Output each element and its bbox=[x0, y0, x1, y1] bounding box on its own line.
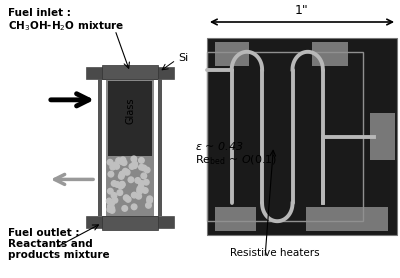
Bar bbox=[86, 67, 174, 79]
Circle shape bbox=[132, 161, 138, 167]
Text: Glass: Glass bbox=[125, 98, 135, 124]
Bar bbox=[214, 42, 249, 66]
Circle shape bbox=[122, 168, 128, 174]
Circle shape bbox=[124, 170, 130, 175]
Circle shape bbox=[107, 160, 113, 165]
Text: Fuel outlet :: Fuel outlet : bbox=[8, 228, 80, 238]
Circle shape bbox=[124, 195, 129, 200]
Circle shape bbox=[122, 206, 128, 211]
Circle shape bbox=[117, 190, 123, 195]
Text: products mixture: products mixture bbox=[8, 250, 110, 260]
Bar bbox=[312, 42, 348, 66]
Circle shape bbox=[110, 164, 116, 170]
Circle shape bbox=[118, 174, 124, 179]
Circle shape bbox=[116, 158, 122, 163]
Circle shape bbox=[120, 182, 125, 187]
Text: Fuel inlet :: Fuel inlet : bbox=[8, 8, 71, 18]
Circle shape bbox=[108, 188, 113, 194]
Bar bbox=[207, 52, 363, 221]
Circle shape bbox=[147, 198, 152, 203]
Circle shape bbox=[120, 157, 126, 163]
Text: Resistive heaters: Resistive heaters bbox=[230, 248, 320, 258]
Text: $\varepsilon$ ~ 0.43: $\varepsilon$ ~ 0.43 bbox=[195, 140, 244, 152]
Circle shape bbox=[111, 181, 117, 186]
Circle shape bbox=[137, 186, 142, 192]
Circle shape bbox=[113, 162, 118, 168]
Bar bbox=[207, 38, 397, 235]
Bar bbox=[370, 113, 395, 160]
Bar bbox=[214, 207, 256, 231]
Circle shape bbox=[119, 182, 124, 188]
Circle shape bbox=[121, 160, 127, 165]
Circle shape bbox=[144, 167, 150, 173]
Circle shape bbox=[146, 203, 151, 208]
Circle shape bbox=[129, 164, 135, 169]
Circle shape bbox=[119, 159, 124, 165]
Circle shape bbox=[125, 197, 131, 202]
Text: Re$_\mathrm{bed}$ ~ $\mathit{O}$(0.1): Re$_\mathrm{bed}$ ~ $\mathit{O}$(0.1) bbox=[195, 153, 277, 167]
Bar bbox=[102, 216, 158, 230]
Circle shape bbox=[147, 196, 152, 202]
Circle shape bbox=[136, 193, 142, 199]
Circle shape bbox=[138, 181, 144, 186]
Circle shape bbox=[108, 203, 113, 209]
Circle shape bbox=[141, 173, 147, 179]
Circle shape bbox=[119, 182, 125, 188]
Circle shape bbox=[108, 171, 114, 177]
Circle shape bbox=[141, 165, 147, 171]
Text: Si: Si bbox=[178, 53, 188, 63]
Circle shape bbox=[111, 193, 117, 198]
Circle shape bbox=[119, 171, 125, 177]
Circle shape bbox=[142, 188, 148, 193]
Bar bbox=[86, 216, 174, 228]
Text: 1": 1" bbox=[295, 4, 309, 17]
Circle shape bbox=[109, 208, 115, 213]
Circle shape bbox=[114, 163, 120, 169]
Circle shape bbox=[109, 205, 114, 211]
Bar bbox=[108, 81, 152, 156]
Circle shape bbox=[118, 183, 124, 189]
Text: CH$_3$OH-H$_2$O mixture: CH$_3$OH-H$_2$O mixture bbox=[8, 19, 124, 33]
Circle shape bbox=[109, 201, 114, 207]
Bar bbox=[102, 65, 158, 79]
Circle shape bbox=[106, 198, 112, 204]
Circle shape bbox=[132, 192, 137, 198]
Circle shape bbox=[112, 197, 118, 203]
Circle shape bbox=[131, 204, 137, 210]
Circle shape bbox=[138, 184, 144, 190]
Circle shape bbox=[107, 207, 113, 212]
Circle shape bbox=[131, 156, 137, 162]
Circle shape bbox=[137, 188, 142, 194]
Bar bbox=[106, 79, 154, 216]
Circle shape bbox=[114, 182, 120, 187]
Circle shape bbox=[138, 158, 144, 163]
Bar bbox=[98, 79, 102, 216]
Circle shape bbox=[128, 177, 134, 183]
Circle shape bbox=[139, 164, 144, 170]
Circle shape bbox=[135, 178, 140, 183]
Text: Reactants and: Reactants and bbox=[8, 239, 93, 249]
Circle shape bbox=[132, 163, 137, 168]
Bar bbox=[158, 79, 162, 216]
Circle shape bbox=[144, 179, 149, 185]
Bar bbox=[306, 207, 388, 231]
